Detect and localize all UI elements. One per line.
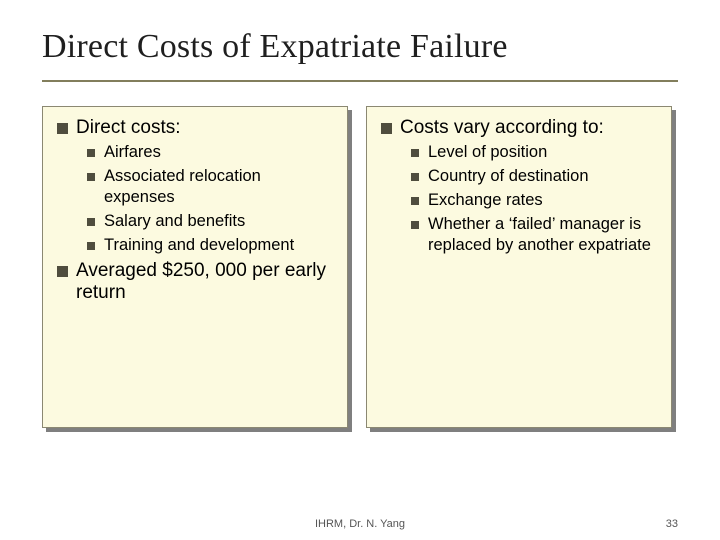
list-item: Level of position — [411, 142, 659, 163]
square-bullet-icon — [57, 123, 68, 134]
list-item: Training and development — [87, 235, 335, 256]
right-panel-wrap: Costs vary according to: Level of positi… — [366, 106, 672, 428]
title-rule — [42, 80, 678, 82]
square-bullet-icon — [57, 266, 68, 277]
square-bullet-icon — [411, 149, 419, 157]
square-bullet-icon — [411, 173, 419, 181]
list-item: Whether a ‘failed’ manager is replaced b… — [411, 214, 659, 256]
page-number: 33 — [666, 518, 678, 530]
item-text: Exchange rates — [428, 190, 543, 211]
list-item: Averaged $250, 000 per early return — [57, 260, 335, 304]
heading-text: Costs vary according to: — [400, 117, 604, 139]
list-item: Direct costs: — [57, 117, 335, 139]
square-bullet-icon — [411, 197, 419, 205]
list-item: Costs vary according to: — [381, 117, 659, 139]
item-text: Training and development — [104, 235, 294, 256]
slide-title: Direct Costs of Expatriate Failure — [42, 28, 678, 66]
square-bullet-icon — [411, 221, 419, 229]
slide: Direct Costs of Expatriate Failure Direc… — [0, 0, 720, 540]
list-item: Exchange rates — [411, 190, 659, 211]
square-bullet-icon — [87, 149, 95, 157]
footer-author: IHRM, Dr. N. Yang — [315, 518, 405, 530]
square-bullet-icon — [381, 123, 392, 134]
item-text: Airfares — [104, 142, 161, 163]
left-panel-wrap: Direct costs: Airfares Associated reloca… — [42, 106, 348, 428]
square-bullet-icon — [87, 242, 95, 250]
item-text: Country of destination — [428, 166, 589, 187]
square-bullet-icon — [87, 218, 95, 226]
list-item: Country of destination — [411, 166, 659, 187]
list-item: Associated relocation expenses — [87, 166, 335, 208]
heading-text: Averaged $250, 000 per early return — [76, 260, 335, 304]
columns: Direct costs: Airfares Associated reloca… — [42, 106, 678, 428]
item-text: Whether a ‘failed’ manager is replaced b… — [428, 214, 659, 256]
item-text: Salary and benefits — [104, 211, 245, 232]
left-panel: Direct costs: Airfares Associated reloca… — [42, 106, 348, 428]
item-text: Level of position — [428, 142, 547, 163]
right-panel: Costs vary according to: Level of positi… — [366, 106, 672, 428]
list-item: Airfares — [87, 142, 335, 163]
square-bullet-icon — [87, 173, 95, 181]
item-text: Associated relocation expenses — [104, 166, 335, 208]
heading-text: Direct costs: — [76, 117, 181, 139]
list-item: Salary and benefits — [87, 211, 335, 232]
